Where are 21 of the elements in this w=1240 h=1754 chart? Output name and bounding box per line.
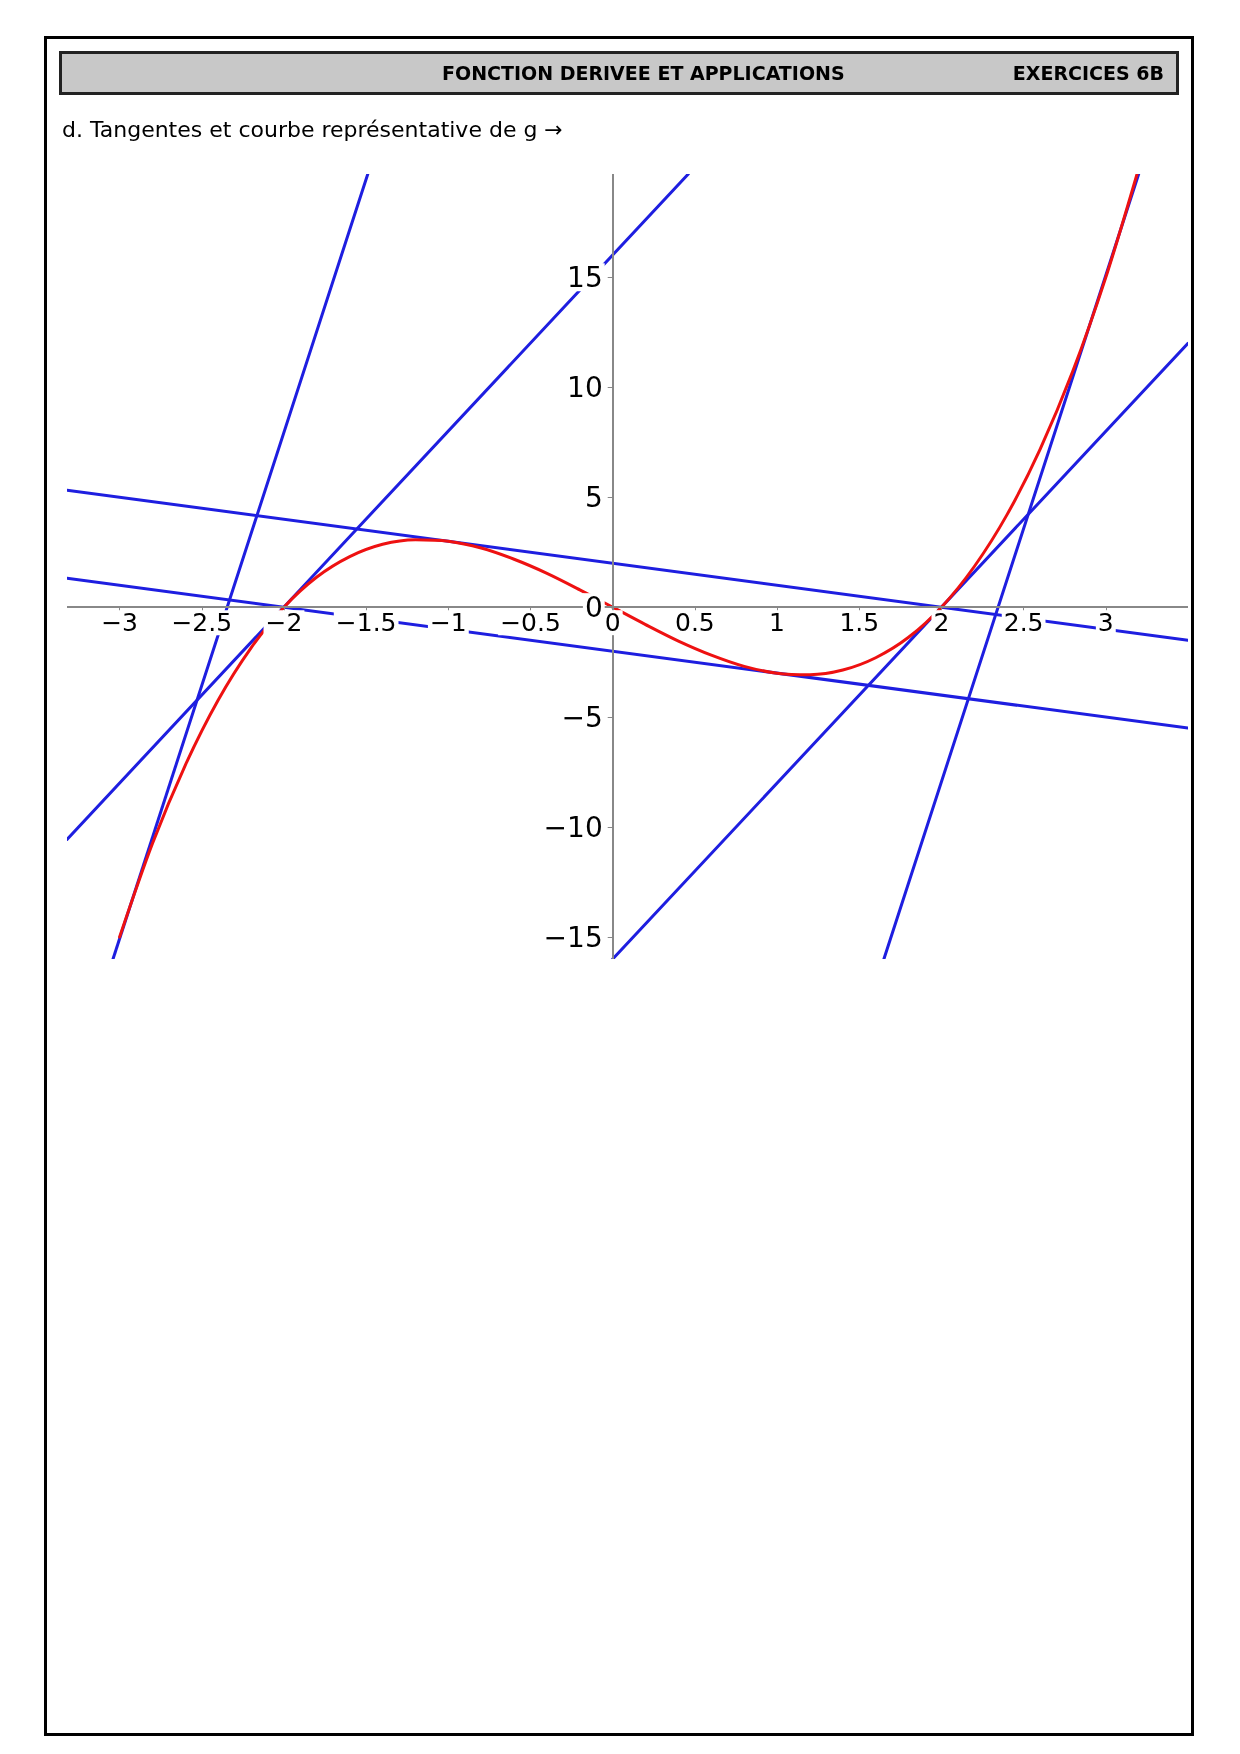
y-tick-label: −5 [561, 700, 603, 734]
x-tick-label: −2 [265, 608, 303, 638]
x-tick-label: 0.5 [675, 608, 715, 638]
x-tick-label: −1.5 [335, 608, 397, 638]
y-tick-label: −10 [543, 810, 603, 844]
x-tick-label: 2 [933, 608, 950, 638]
x-tick-label: 2.5 [1003, 608, 1044, 638]
text: FONCTION DERIVEE ET APPLICATIONS [442, 62, 845, 84]
x-tick-label: −0.5 [500, 608, 561, 638]
y-tick-label: 15 [567, 260, 603, 294]
x-tick-label: 1 [769, 608, 786, 638]
x-tick-label: 3 [1097, 608, 1114, 638]
y-tick-label: −15 [543, 920, 603, 954]
x-tick-label: −3 [101, 608, 139, 638]
chart-title: d. Tangentes et courbe représentative de g → [62, 117, 563, 142]
y-tick-label: 5 [584, 480, 603, 514]
y-tick-label: 10 [567, 370, 603, 404]
text: EXERCICES 6B [1012, 62, 1164, 84]
x-tick-label: 1.5 [839, 608, 880, 638]
x-tick-label: −1 [429, 608, 467, 638]
x-tick-label: −2.5 [171, 608, 233, 638]
